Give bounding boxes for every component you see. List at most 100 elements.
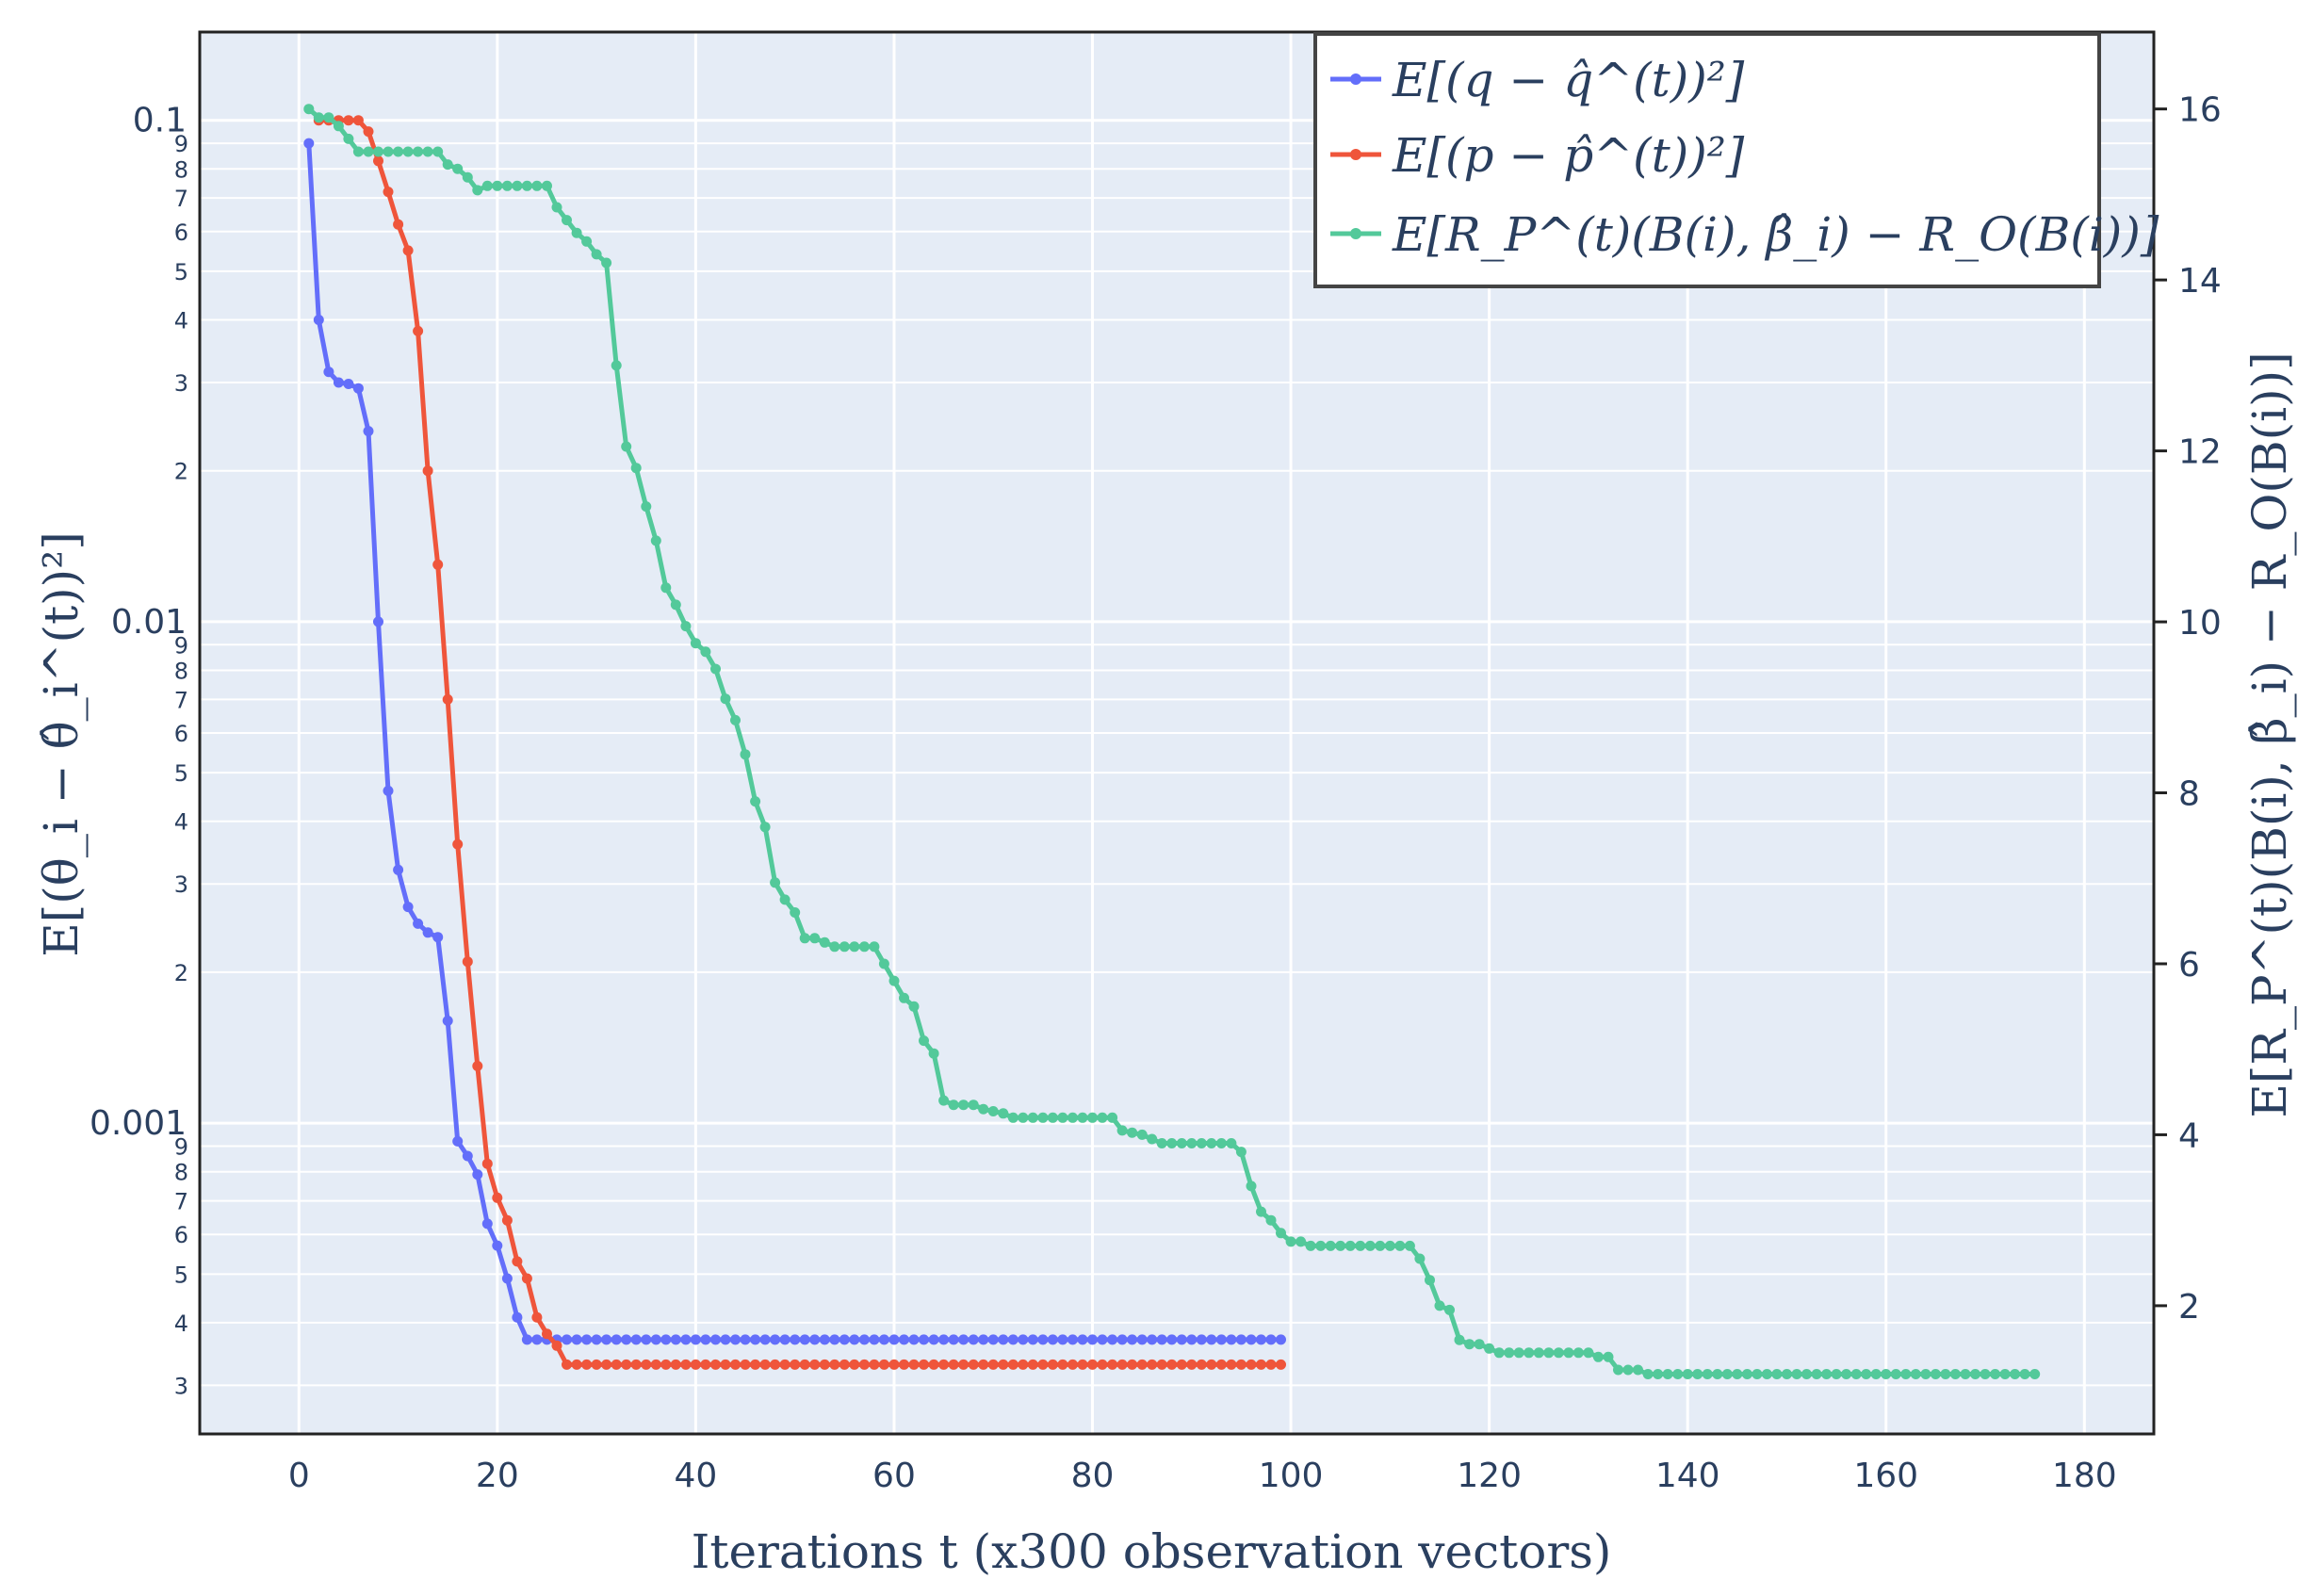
y-left-minor-tick-label: 8	[174, 1160, 188, 1186]
series-2-point	[700, 646, 711, 658]
series-2-point	[402, 146, 414, 157]
x-tick-label: 60	[872, 1457, 916, 1495]
series-1-point	[1226, 1359, 1237, 1370]
series-2-point	[1454, 1334, 1465, 1345]
series-0-point	[611, 1334, 622, 1345]
series-1-point	[720, 1359, 731, 1370]
series-1-point	[1097, 1359, 1108, 1370]
series-0-point	[998, 1334, 1009, 1345]
series-1-point	[750, 1359, 761, 1370]
series-1-point	[343, 115, 354, 126]
series-2-point	[1513, 1347, 1524, 1359]
y-left-minor-tick-label: 9	[174, 1133, 188, 1160]
series-2-point	[770, 877, 781, 888]
series-1-point	[402, 245, 414, 256]
series-1-point	[373, 155, 383, 167]
series-1-point	[987, 1359, 999, 1370]
series-0-point	[928, 1334, 939, 1345]
series-2-point	[888, 975, 900, 986]
series-2-point	[1504, 1347, 1515, 1359]
series-1-point	[1235, 1359, 1247, 1370]
series-2-point	[303, 104, 315, 115]
series-0-point	[680, 1334, 692, 1345]
series-1-point	[501, 1214, 513, 1226]
series-1-point	[809, 1359, 821, 1370]
legend-box	[1313, 32, 2101, 288]
series-1-point	[442, 693, 453, 705]
series-0-point	[958, 1334, 970, 1345]
series-2-point	[1027, 1112, 1038, 1123]
series-0-point	[730, 1334, 741, 1345]
series-2-point	[1384, 1240, 1395, 1251]
series-0-point	[720, 1334, 731, 1345]
series-0-point	[363, 426, 374, 437]
series-1-point	[1116, 1359, 1128, 1370]
series-0-point	[779, 1334, 790, 1345]
series-2-point	[958, 1099, 970, 1111]
series-1-point	[759, 1359, 771, 1370]
series-2-point	[730, 714, 741, 725]
series-2-point	[1533, 1347, 1544, 1359]
series-2-point	[1206, 1138, 1217, 1148]
x-axis-title: Iterations t (x300 observation vectors)	[692, 1524, 1612, 1579]
series-2-point	[1682, 1369, 1693, 1379]
series-2-point	[1414, 1253, 1426, 1264]
series-2-point	[413, 146, 424, 157]
series-1-point	[1087, 1359, 1098, 1370]
series-0-point	[462, 1150, 473, 1162]
series-2-point	[987, 1106, 999, 1116]
series-2-point	[2029, 1369, 2041, 1379]
series-0-point	[402, 902, 414, 913]
y-left-minor-tick-label: 4	[174, 308, 188, 334]
series-2-point	[1791, 1369, 1802, 1379]
y-left-minor-tick-label: 6	[174, 220, 188, 246]
series-2-point	[1990, 1369, 2001, 1379]
series-2-point	[591, 249, 602, 260]
series-1-point	[710, 1359, 721, 1370]
series-2-point	[1920, 1369, 1931, 1379]
series-1-point	[363, 126, 374, 138]
series-2-point	[601, 257, 612, 269]
series-2-point	[1850, 1369, 1862, 1379]
series-1-point	[571, 1359, 582, 1370]
series-1-point	[432, 559, 444, 570]
y-left-minor-tick-label: 7	[174, 186, 188, 212]
series-0-point	[1276, 1334, 1286, 1345]
series-2-point	[1524, 1347, 1535, 1359]
series-0-point	[352, 383, 364, 394]
series-1-point	[740, 1359, 751, 1370]
series-0-point	[562, 1334, 572, 1345]
series-0-point	[759, 1334, 771, 1345]
series-2-point	[1782, 1369, 1792, 1379]
series-1-point	[601, 1359, 612, 1370]
series-0-point	[799, 1334, 810, 1345]
series-0-point	[1027, 1334, 1038, 1345]
series-2-point	[1256, 1206, 1266, 1217]
series-0-point	[770, 1334, 781, 1345]
series-1-point	[591, 1359, 602, 1370]
series-2-point	[1107, 1112, 1118, 1123]
y-left-minor-tick-label: 7	[174, 1189, 188, 1215]
series-1-point	[1196, 1359, 1207, 1370]
series-2-point	[323, 112, 334, 123]
series-0-point	[938, 1334, 950, 1345]
series-2-point	[1375, 1240, 1386, 1251]
series-1-point	[779, 1359, 790, 1370]
series-2-point	[432, 146, 444, 157]
series-2-point	[919, 1035, 929, 1047]
series-2-point	[1831, 1369, 1842, 1379]
series-2-point	[660, 582, 672, 594]
series-2-point	[1930, 1369, 1941, 1379]
series-1-point	[542, 1328, 552, 1340]
series-2-point	[1196, 1138, 1207, 1148]
series-1-point	[1027, 1359, 1038, 1370]
series-1-point	[422, 465, 433, 477]
y-left-minor-tick-label: 6	[174, 721, 188, 747]
series-2-point	[849, 941, 860, 953]
series-2-point	[343, 133, 354, 144]
y-left-minor-tick-label: 9	[174, 632, 188, 659]
series-0-point	[1097, 1334, 1108, 1345]
series-1-point	[730, 1359, 741, 1370]
series-2-point	[1672, 1369, 1684, 1379]
series-0-point	[690, 1334, 701, 1345]
